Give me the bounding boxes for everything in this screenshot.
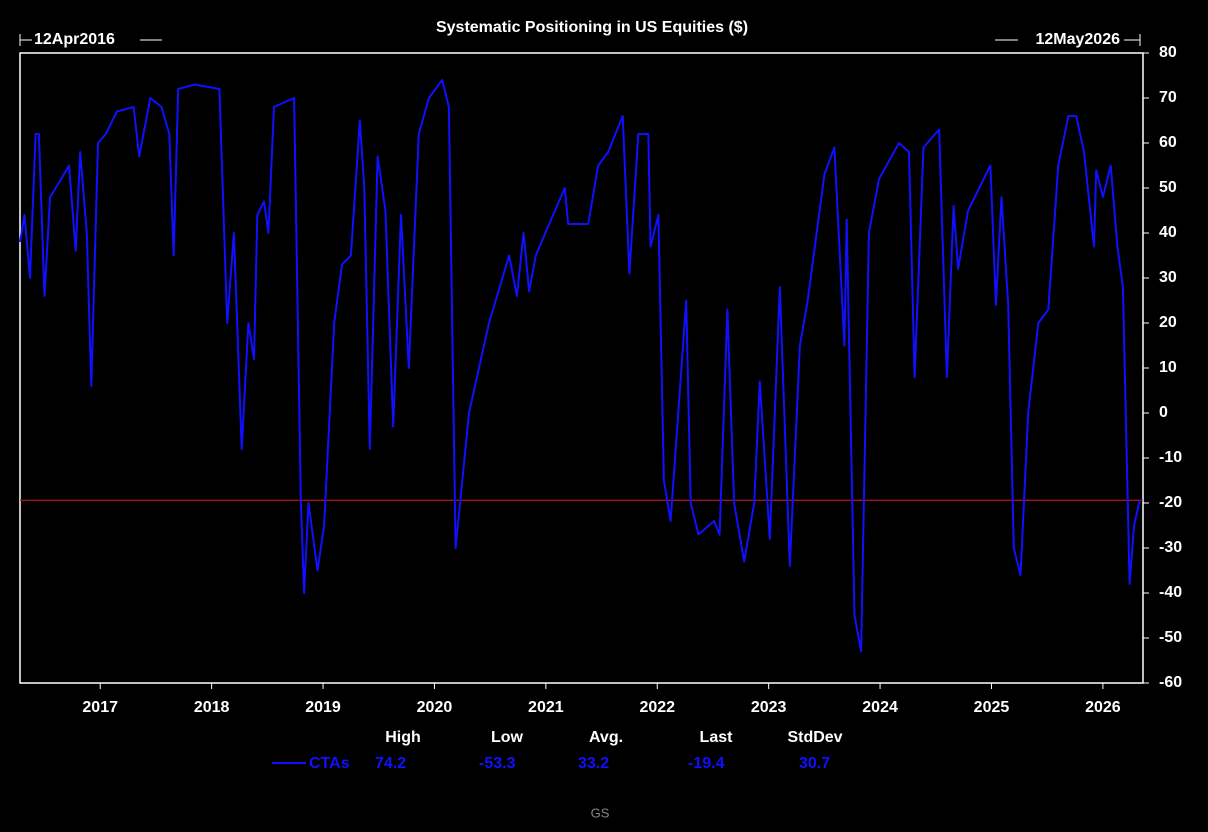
stat-value: 33.2 — [578, 755, 609, 772]
x-tick-label: 2024 — [862, 699, 898, 716]
legend-label: CTAs — [309, 755, 350, 772]
y-tick-label: -20 — [1159, 494, 1182, 511]
stat-value: 74.2 — [375, 755, 406, 772]
y-tick-label: 70 — [1159, 89, 1177, 106]
y-tick-label: -50 — [1159, 629, 1182, 646]
x-tick-label: 2018 — [194, 699, 230, 716]
end-label: 12May2026 — [1035, 31, 1120, 48]
x-tick-label: 2019 — [305, 699, 341, 716]
series-line — [19, 79, 1141, 653]
y-tick-label: -30 — [1159, 539, 1182, 556]
y-tick-label: 80 — [1159, 44, 1177, 61]
y-tick-label: 60 — [1159, 134, 1177, 151]
y-tick-label: 10 — [1159, 359, 1177, 376]
x-tick-label: 2023 — [751, 699, 787, 716]
y-tick-label: 50 — [1159, 179, 1177, 196]
stat-value: -19.4 — [688, 755, 725, 772]
x-tick-label: 2025 — [974, 699, 1010, 716]
y-tick-label: -40 — [1159, 584, 1182, 601]
y-tick-label: 0 — [1159, 404, 1168, 421]
stat-value: 30.7 — [799, 755, 830, 772]
source: GS — [591, 805, 610, 820]
y-tick-label: 30 — [1159, 269, 1177, 286]
stat-label: Low — [491, 729, 524, 746]
x-tick-label: 2020 — [417, 699, 453, 716]
chart-title: Systematic Positioning in US Equities ($… — [436, 19, 748, 36]
y-tick-label: -10 — [1159, 449, 1182, 466]
x-tick-label: 2021 — [528, 699, 564, 716]
x-tick-label: 2017 — [82, 699, 118, 716]
start-label: 12Apr2016 — [34, 31, 115, 48]
stat-label: High — [385, 729, 421, 746]
y-tick-label: 20 — [1159, 314, 1177, 331]
x-tick-label: 2022 — [639, 699, 675, 716]
y-tick-label: 40 — [1159, 224, 1177, 241]
x-tick-label: 2026 — [1085, 699, 1121, 716]
stat-label: Avg. — [589, 729, 623, 746]
stat-label: Last — [700, 729, 734, 746]
stat-value: -53.3 — [479, 755, 516, 772]
y-tick-label: -60 — [1159, 674, 1182, 691]
stat-label: StdDev — [787, 729, 842, 746]
